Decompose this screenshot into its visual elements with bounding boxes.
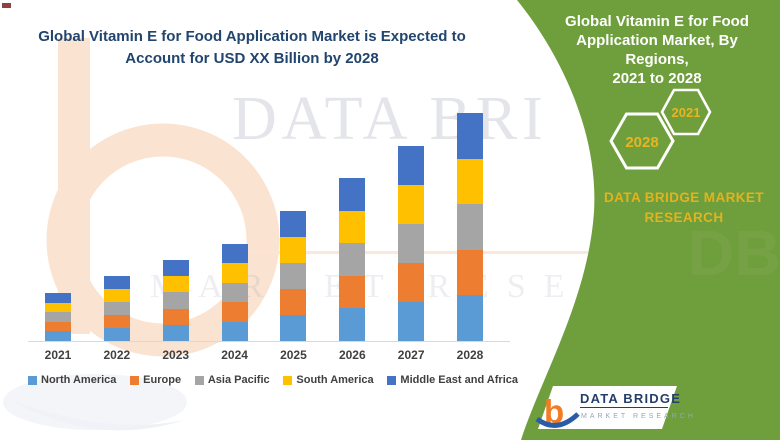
logo-b-icon: b [544,393,564,430]
bar-2027-asia-pacific [398,224,425,263]
bar-2023-south-america [162,276,189,293]
footer-sub-text: MARKET RESEARCH [581,413,696,420]
bar-2024-europe [221,302,248,322]
bar-2022-middle-east-and-africa [103,276,130,289]
bar-2026-europe [339,275,366,309]
bar-2024-middle-east-and-africa [221,244,248,264]
bar-2028-middle-east-and-africa [457,113,484,159]
bar-2023-middle-east-and-africa [162,260,189,277]
x-axis-label-2023: 2023 [162,348,190,362]
panel-title-line3: 2021 to 2028 [612,70,702,87]
bar-2022-north-america [103,328,130,341]
legend-swatch-icon [130,375,140,385]
legend-item-europe: Europe [130,374,181,386]
bar-2022-europe [103,315,130,328]
bar-2021-asia-pacific [45,312,71,322]
bar-2028-asia-pacific [457,204,484,250]
bar-2021-middle-east-and-africa [45,293,71,303]
legend-swatch-icon [28,375,37,385]
bar-2027-south-america [398,185,425,224]
bar-2021-south-america [45,302,71,313]
bar-2028-europe [457,249,484,296]
bar-2025-north-america [280,315,307,341]
legend-swatch-icon [194,375,204,385]
logo-swoosh-icon [535,412,580,428]
x-axis-label-2021: 2021 [44,348,72,362]
brand-gold-text: DATA BRIDGE MARKET RESEARCH [596,188,772,228]
bar-2024-asia-pacific [221,282,248,303]
brand-gold-line1: DATA BRIDGE MARKET [604,190,764,205]
bar-2021-europe [45,321,71,332]
bar-2022-south-america [103,289,130,302]
bar-2024-south-america [221,263,248,283]
bar-2026-south-america [339,210,366,244]
bar-2025-south-america [280,237,307,263]
footer-brand-text: DATA BRIDGE [580,391,681,406]
bar-2022-asia-pacific [103,302,130,315]
footer-logo: b DATA BRIDGE MARKET RESEARCH [535,386,696,430]
bar-2026-middle-east-and-africa [339,178,366,211]
legend-label: Middle East and Africa [400,374,518,386]
chart-title-line2: Account for USD XX Billion by 2028 [125,50,379,67]
x-axis-label-2028: 2028 [456,348,484,362]
bar-2023-north-america [162,324,189,341]
bar-2025-europe [280,289,307,315]
legend-swatch-icon [387,375,397,385]
chart-title-line1: Global Vitamin E for Food Application Ma… [38,28,466,45]
legend-label: Asia Pacific [207,374,270,386]
bar-2025-middle-east-and-africa [280,211,307,237]
x-axis-label-2027: 2027 [397,348,425,362]
panel-title-line2: Application Market, By Regions, [576,32,738,68]
bar-2028-north-america [457,295,484,341]
x-axis-line [28,341,510,342]
legend-label: Europe [143,374,182,386]
bar-2023-asia-pacific [162,292,189,309]
bar-2027-middle-east-and-africa [398,146,425,185]
chart-title: Global Vitamin E for Food Application Ma… [30,26,474,70]
hexagon-2028-badge: 2028 [609,112,675,170]
x-axis-label-2022: 2022 [103,348,131,362]
svg-text:DB: DB [688,217,780,289]
legend-item-north-america: North America [28,374,116,386]
bar-2025-asia-pacific [280,263,307,289]
bar-2024-north-america [221,321,248,341]
brand-gold-line2: RESEARCH [644,210,724,225]
panel-title-line1: Global Vitamin E for Food [565,13,749,30]
chart-legend: North America Europe Asia Pacific South Ame… [28,374,518,386]
x-axis-label-2024: 2024 [221,348,248,362]
hexagon-2021-badge: 2021 [660,88,712,136]
x-axis-label-2025: 2025 [280,348,307,362]
legend-swatch-icon [283,375,293,385]
hexagon-2028-label: 2028 [625,134,658,151]
bar-2023-europe [162,308,189,325]
legend-label: North America [41,374,117,386]
x-axis-label-2026: 2026 [338,348,366,362]
panel-title: Global Vitamin E for Food Application Ma… [546,12,768,88]
bar-2026-north-america [339,308,366,341]
legend-label: South America [296,374,374,386]
bar-2028-south-america [457,158,484,205]
hexagon-2021-label: 2021 [672,105,701,120]
legend-item-asia-pacific: Asia Pacific [194,374,270,386]
bar-2026-asia-pacific [339,243,366,276]
bar-2027-north-america [398,302,425,341]
bar-2021-north-america [45,331,71,341]
bar-2027-europe [398,263,425,302]
legend-item-south-america: South America [283,374,374,386]
legend-item-middle-east-and-africa: Middle East and Africa [387,374,518,386]
